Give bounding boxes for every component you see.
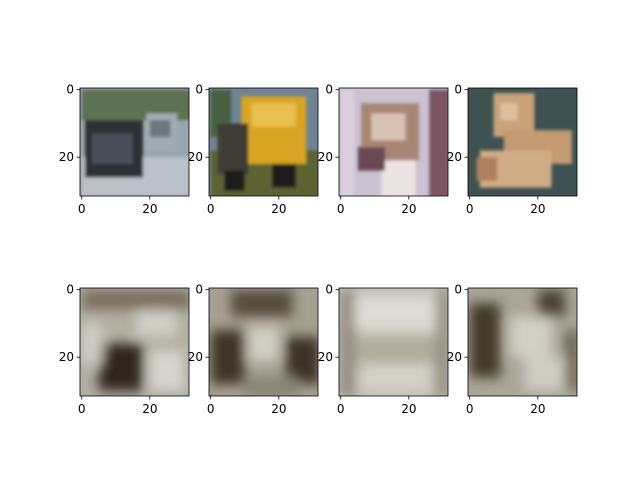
x-tick-label: 0	[78, 202, 86, 216]
image-region	[354, 296, 437, 331]
x-tick-label: 20	[271, 402, 286, 416]
image-region	[251, 103, 296, 127]
y-tick-label: 0	[195, 83, 203, 97]
y-tick-label: 0	[454, 283, 462, 297]
image	[468, 88, 577, 196]
image-region	[91, 133, 133, 164]
image-region	[285, 336, 318, 385]
image	[80, 88, 189, 196]
image-region	[357, 147, 385, 171]
image-content	[340, 89, 448, 196]
y-tick-label: 20	[59, 150, 74, 164]
image-region	[136, 309, 178, 337]
image	[209, 88, 318, 196]
y-tick-label: 20	[318, 350, 333, 364]
y-tick-label: 0	[195, 283, 203, 297]
axes-frame	[208, 87, 319, 197]
image-region	[340, 89, 355, 196]
axes-frame	[79, 287, 190, 397]
image-region	[510, 316, 552, 358]
x-tick-label: 20	[401, 202, 416, 216]
axes-frame	[208, 287, 319, 397]
image-region	[224, 170, 245, 191]
image-region	[231, 289, 293, 317]
x-tick-label: 0	[78, 402, 86, 416]
subplot: 0 20 0 20	[59, 83, 190, 216]
image	[339, 88, 448, 196]
x-tick-label: 20	[142, 402, 157, 416]
subplot: 0 20 0 20	[318, 283, 449, 416]
image-region	[524, 357, 572, 391]
y-tick-label: 20	[447, 150, 462, 164]
x-tick-label: 0	[466, 202, 474, 216]
x-tick-label: 0	[207, 202, 215, 216]
image-region	[248, 326, 279, 361]
image	[209, 288, 318, 396]
axes-frame	[467, 287, 578, 397]
subplot: 0 20 0 20	[447, 283, 578, 416]
y-tick-label: 20	[188, 150, 203, 164]
image-content	[81, 289, 189, 391]
image-region	[272, 163, 296, 188]
image-content	[340, 289, 448, 396]
y-tick-label: 0	[66, 83, 74, 97]
subplot: 0 20 0 20	[188, 283, 319, 416]
axes-frame	[338, 87, 449, 197]
x-tick-label: 0	[337, 402, 345, 416]
image-region	[476, 157, 497, 181]
subplot: 0 20 0 20	[318, 83, 449, 216]
image-content	[210, 289, 318, 396]
image-region	[149, 120, 171, 137]
subplot: 0 20 0 20	[447, 83, 578, 216]
image-region	[500, 103, 518, 121]
y-tick-label: 20	[188, 350, 203, 364]
x-tick-label: 20	[401, 402, 416, 416]
image-region	[565, 330, 577, 391]
x-tick-label: 0	[337, 202, 345, 216]
image-region	[244, 377, 300, 396]
image-region	[469, 303, 501, 378]
x-tick-label: 20	[530, 402, 545, 416]
image	[80, 288, 189, 396]
image-region	[361, 363, 430, 391]
image-content	[81, 89, 189, 196]
y-tick-label: 0	[325, 283, 333, 297]
y-tick-label: 20	[447, 350, 462, 364]
image-region	[98, 343, 144, 391]
image-region	[381, 160, 416, 196]
x-tick-label: 0	[207, 402, 215, 416]
image-region	[81, 323, 103, 364]
axes-frame	[79, 87, 190, 197]
subplot: 0 20 0 20	[188, 83, 319, 216]
image-region	[81, 289, 189, 310]
image-region	[217, 123, 249, 175]
image-region	[436, 289, 448, 396]
y-tick-label: 20	[318, 150, 333, 164]
image-region	[371, 113, 406, 141]
y-tick-label: 20	[59, 350, 74, 364]
y-tick-label: 0	[325, 83, 333, 97]
y-tick-label: 0	[66, 283, 74, 297]
image	[339, 288, 448, 396]
image-region	[340, 336, 448, 364]
image-region	[210, 330, 245, 385]
image	[468, 288, 577, 396]
image-region	[429, 89, 448, 196]
x-tick-label: 0	[466, 402, 474, 416]
subplot: 0 20 0 20	[59, 283, 190, 416]
image-content	[469, 289, 577, 391]
image-region	[340, 289, 355, 396]
x-tick-label: 20	[530, 202, 545, 216]
axes-frame	[467, 87, 578, 197]
image-content	[476, 93, 572, 188]
y-tick-label: 0	[454, 83, 462, 97]
axes-frame	[338, 287, 449, 397]
image-content	[210, 89, 318, 196]
x-tick-label: 20	[271, 202, 286, 216]
x-tick-label: 20	[142, 202, 157, 216]
image-region	[149, 350, 184, 391]
image-region	[537, 289, 566, 317]
